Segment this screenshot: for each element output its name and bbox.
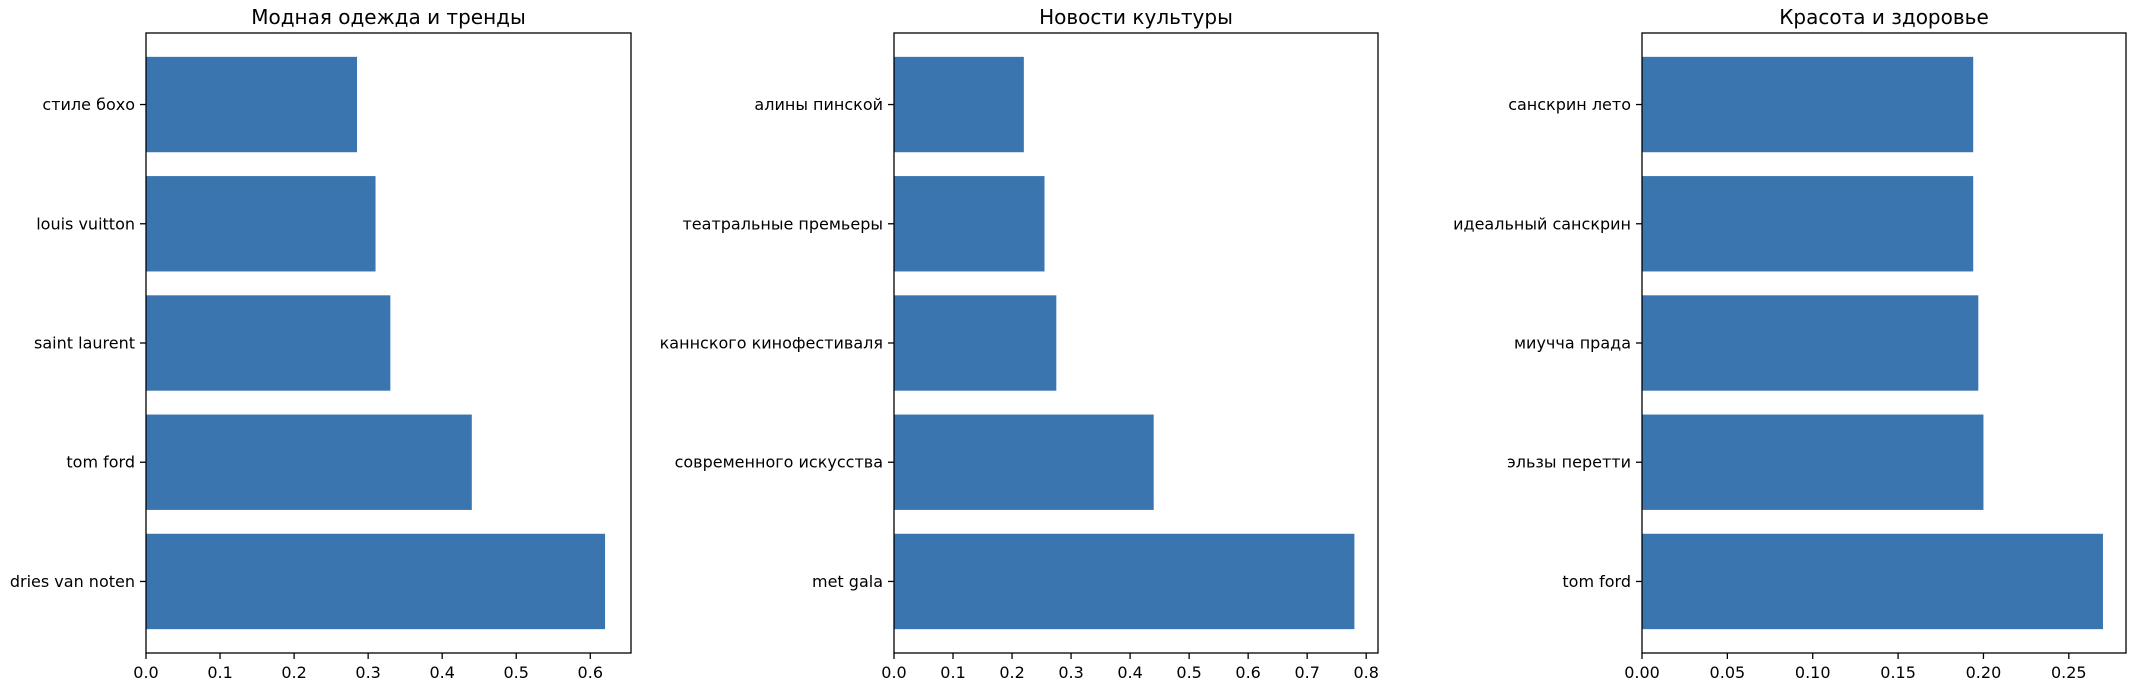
x-tick-label: 0.2 — [281, 663, 306, 682]
category-label: алины пинской — [754, 95, 883, 114]
x-tick-label: 0.25 — [2051, 663, 2087, 682]
bar — [146, 56, 358, 153]
bar — [894, 414, 1154, 510]
category-label: театральные премьеры — [682, 214, 883, 233]
x-tick-label: 0.0 — [881, 663, 906, 682]
bar — [1642, 533, 2103, 630]
axes-frame — [145, 32, 632, 654]
bar — [1642, 56, 1974, 153]
chart-title: Модная одежда и тренды — [251, 5, 526, 29]
category-label: санскрин лето — [1508, 95, 1631, 114]
bar — [894, 295, 1057, 391]
category-label: tom ford — [66, 453, 135, 472]
x-tick-label: 0.5 — [504, 663, 529, 682]
bar — [1642, 414, 1984, 510]
bar — [146, 176, 376, 272]
x-tick-label: 0.15 — [1880, 663, 1916, 682]
bar — [894, 533, 1355, 630]
chart-title: Новости культуры — [1039, 5, 1233, 29]
x-tick-label: 0.5 — [1176, 663, 1201, 682]
x-tick-label: 0.4 — [429, 663, 454, 682]
bar — [1642, 295, 1979, 391]
axes-frame — [1641, 32, 2127, 654]
category-label: современного искусства — [675, 453, 883, 472]
bar — [894, 176, 1045, 272]
x-tick-label: 0.2 — [999, 663, 1024, 682]
category-label: met gala — [812, 572, 883, 591]
x-tick-label: 0.4 — [1117, 663, 1142, 682]
panel-fashion-trends: Модная одежда и тренды dries van noten to… — [10, 5, 632, 682]
x-tick-label: 0.3 — [1058, 663, 1083, 682]
x-tick-label: 0.00 — [1624, 663, 1660, 682]
category-label: dries van noten — [10, 572, 135, 591]
x-tick-label: 0.20 — [1966, 663, 2002, 682]
category-label: эльзы перетти — [1507, 453, 1631, 472]
x-tick-label: 0.3 — [355, 663, 380, 682]
x-tick-label: 0.0 — [133, 663, 158, 682]
category-label: tom ford — [1562, 572, 1631, 591]
bar — [146, 295, 391, 391]
panel-beauty-health: Красота и здоровье tom ford эльзы перетти… — [1453, 5, 2127, 682]
x-tick-label: 0.8 — [1353, 663, 1378, 682]
x-tick-label: 0.7 — [1294, 663, 1319, 682]
chart-title: Красота и здоровье — [1779, 5, 1989, 29]
category-label: saint laurent — [34, 334, 135, 353]
category-label: стиле бохо — [42, 95, 135, 114]
category-label: миучча прада — [1514, 334, 1631, 353]
x-tick-label: 0.10 — [1795, 663, 1831, 682]
x-tick-label: 0.1 — [207, 663, 232, 682]
bar — [146, 414, 472, 510]
category-label: каннского кинофестиваля — [660, 334, 883, 353]
bar — [1642, 176, 1974, 272]
x-tick-label: 0.6 — [578, 663, 603, 682]
x-tick-label: 0.05 — [1710, 663, 1746, 682]
x-tick-label: 0.1 — [940, 663, 965, 682]
category-label: идеальный санскрин — [1453, 214, 1631, 233]
bar — [894, 56, 1024, 153]
x-tick-label: 0.6 — [1235, 663, 1260, 682]
bar — [146, 533, 606, 630]
axes-frame — [893, 32, 1379, 654]
panel-culture-news: Новости культуры met gala современного ис… — [660, 5, 1379, 682]
category-label: louis vuitton — [36, 214, 135, 233]
